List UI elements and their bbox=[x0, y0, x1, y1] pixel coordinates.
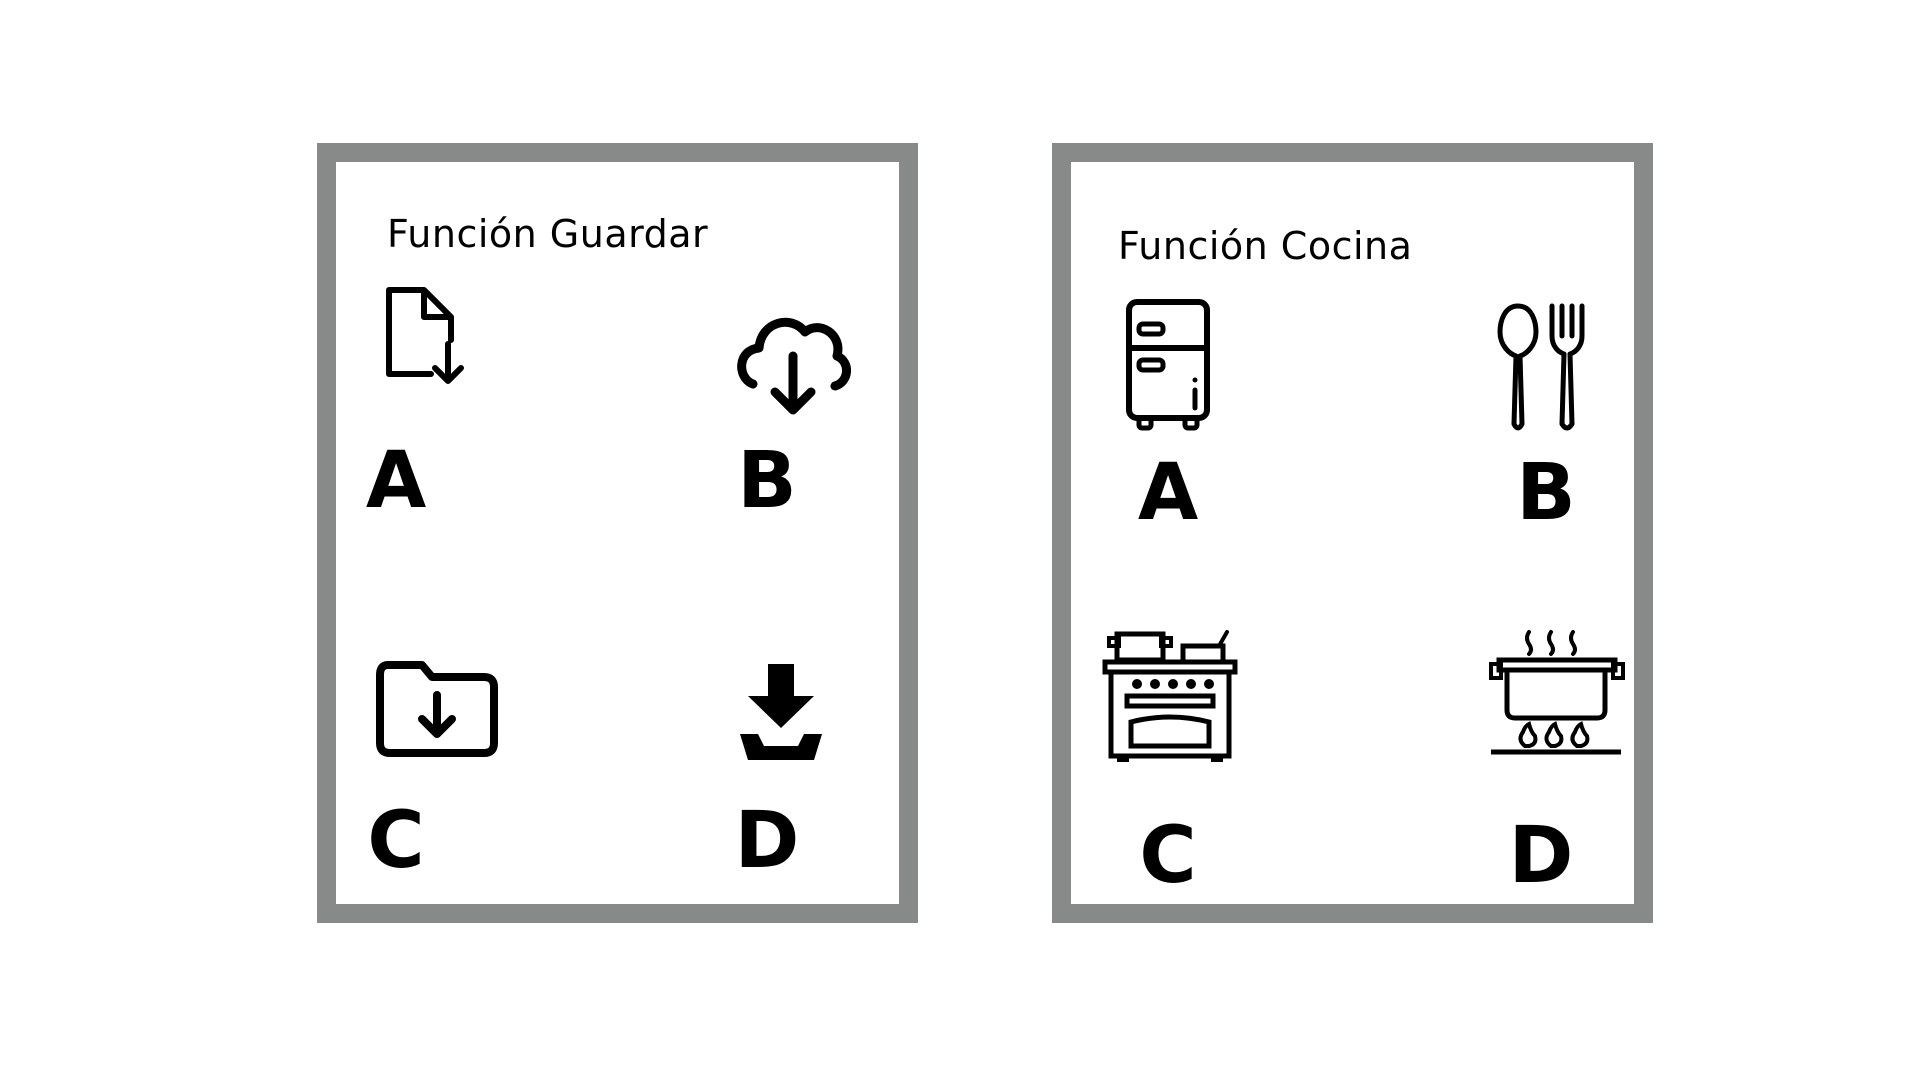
panel-guardar-title: Función Guardar bbox=[387, 212, 709, 256]
option-guardar-c-label: C bbox=[367, 796, 425, 886]
panel-cocina: Función Cocina A B bbox=[1052, 143, 1653, 923]
stove-oven-icon[interactable] bbox=[1102, 628, 1238, 764]
panel-cocina-title: Función Cocina bbox=[1118, 224, 1413, 268]
tray-download-icon[interactable] bbox=[736, 662, 826, 762]
option-guardar-b-label: B bbox=[737, 436, 797, 526]
panel-guardar: Función Guardar A B C bbox=[317, 143, 918, 923]
option-cocina-c-label: C bbox=[1139, 811, 1197, 901]
cooking-pot-icon[interactable] bbox=[1489, 628, 1625, 758]
option-cocina-a-label: A bbox=[1137, 448, 1199, 538]
refrigerator-icon[interactable] bbox=[1125, 298, 1211, 434]
cloud-download-icon[interactable] bbox=[733, 312, 853, 422]
option-guardar-d-label: D bbox=[734, 796, 800, 886]
option-guardar-a-label: A bbox=[365, 436, 427, 526]
file-download-icon[interactable] bbox=[381, 282, 471, 392]
option-cocina-d-label: D bbox=[1508, 811, 1574, 901]
spoon-fork-icon[interactable] bbox=[1496, 302, 1590, 436]
folder-download-icon[interactable] bbox=[374, 659, 500, 759]
option-cocina-b-label: B bbox=[1516, 448, 1576, 538]
